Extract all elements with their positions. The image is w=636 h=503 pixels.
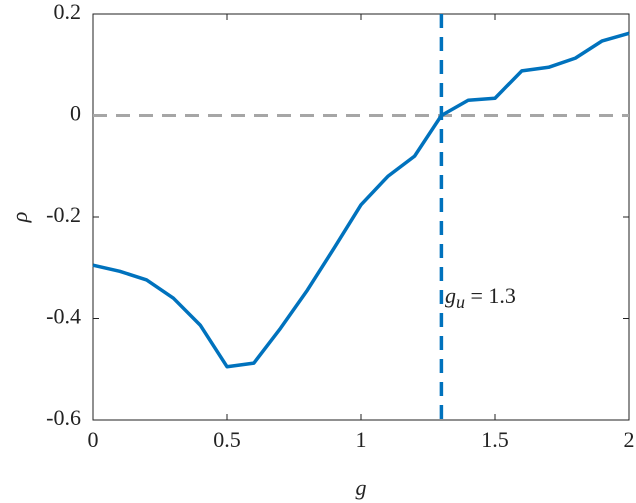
y-tick-label: -0.6 (46, 405, 81, 430)
annotation-rest: = 1.3 (465, 283, 516, 308)
annotation-sub: u (456, 292, 465, 312)
x-tick-label: 2 (624, 427, 635, 452)
y-axis-label: ρ (7, 212, 32, 224)
x-tick-label: 1.5 (481, 427, 509, 452)
x-tick-label: 1 (356, 427, 367, 452)
y-tick-label: -0.4 (46, 304, 81, 329)
x-tick-label: 0.5 (213, 427, 241, 452)
plot-frame (92, 13, 630, 421)
y-tick-label: -0.2 (46, 202, 81, 227)
annotation: gu = 1.3 (445, 283, 516, 312)
y-tick-label: 0.2 (54, 0, 82, 24)
data-line (92, 31, 630, 369)
x-tick-label: 0 (88, 427, 99, 452)
y-tick-label: 0 (70, 101, 81, 126)
x-axis-label: g (356, 475, 367, 500)
annotation-base: g (445, 283, 456, 308)
